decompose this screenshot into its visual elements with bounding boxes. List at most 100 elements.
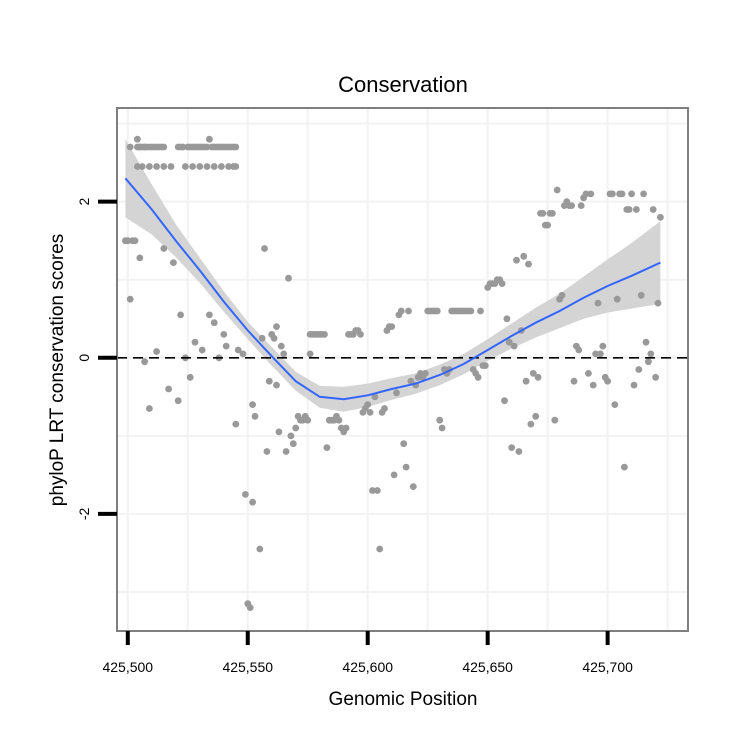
data-point	[381, 405, 388, 412]
data-point	[558, 291, 566, 299]
data-point	[421, 370, 429, 377]
y-axis-label: phyloP LRT conservation scores	[47, 234, 68, 507]
data-point	[397, 307, 405, 315]
data-point	[390, 471, 398, 479]
x-tick-label: 425,500	[102, 659, 153, 675]
data-point	[177, 311, 185, 319]
data-point	[402, 463, 410, 471]
data-point	[141, 143, 149, 151]
data-point	[515, 448, 523, 455]
data-point	[136, 143, 144, 151]
data-point	[126, 143, 134, 151]
data-points	[122, 135, 664, 611]
data-point	[553, 186, 561, 194]
data-point	[160, 245, 168, 252]
data-point	[407, 377, 415, 385]
data-point	[196, 163, 204, 170]
data-point	[265, 377, 273, 385]
data-point	[232, 420, 240, 428]
data-point	[505, 338, 513, 346]
data-point	[218, 163, 225, 170]
panel-border	[116, 107, 689, 632]
data-point	[289, 440, 297, 448]
data-point	[364, 401, 372, 408]
data-point	[182, 163, 189, 170]
data-point	[527, 420, 535, 428]
data-point	[321, 331, 328, 338]
data-point	[191, 338, 199, 346]
data-point	[179, 143, 187, 151]
data-point	[165, 385, 173, 393]
data-point	[501, 397, 508, 405]
data-point	[203, 143, 211, 151]
data-point	[256, 545, 264, 553]
data-point	[525, 260, 532, 268]
data-point	[366, 409, 374, 416]
data-point	[160, 143, 168, 151]
data-point	[206, 135, 213, 143]
data-point	[249, 401, 256, 408]
data-point	[232, 143, 240, 151]
data-point	[575, 346, 583, 354]
data-point	[388, 323, 396, 330]
data-point	[611, 401, 619, 408]
data-point	[210, 319, 218, 327]
y-tick-label: 0	[76, 354, 92, 362]
data-point	[635, 366, 643, 373]
data-point	[645, 358, 652, 366]
data-point	[249, 498, 256, 506]
data-point	[342, 424, 350, 432]
data-point	[522, 377, 530, 385]
data-point	[585, 370, 592, 377]
data-point	[131, 237, 139, 245]
x-tick-label: 425,600	[342, 659, 393, 675]
y-tick-label: -2	[76, 507, 92, 520]
data-point	[285, 274, 292, 282]
data-point	[433, 307, 441, 315]
data-point	[304, 416, 312, 424]
data-point	[153, 163, 161, 170]
data-point	[409, 483, 417, 490]
data-point	[508, 444, 516, 451]
x-tick-label: 425,700	[582, 659, 633, 675]
x-axis-label: Genomic Position	[329, 689, 478, 710]
data-point	[582, 190, 590, 198]
y-axis: -2 0 2	[76, 198, 117, 520]
data-point	[481, 362, 489, 369]
data-point	[551, 416, 559, 424]
data-point	[124, 237, 132, 245]
data-point	[153, 348, 161, 355]
data-point	[376, 545, 384, 553]
data-point	[136, 254, 144, 262]
data-point	[251, 412, 259, 420]
data-point	[206, 311, 213, 319]
data-point	[438, 424, 446, 432]
data-point	[292, 424, 300, 432]
data-point	[592, 350, 599, 358]
data-point	[373, 487, 381, 494]
data-point	[277, 342, 285, 350]
data-point	[198, 346, 206, 354]
data-point	[369, 487, 376, 494]
data-point	[654, 299, 662, 307]
data-point	[568, 202, 575, 210]
data-point	[618, 190, 626, 198]
data-point	[371, 393, 379, 401]
data-point	[189, 163, 197, 170]
data-point	[498, 280, 506, 287]
data-point	[657, 213, 664, 221]
data-point	[640, 190, 647, 198]
data-point	[647, 350, 655, 358]
x-tick-label: 425,650	[462, 659, 513, 675]
data-point	[649, 206, 657, 213]
data-point	[577, 202, 585, 210]
data-point	[261, 245, 268, 252]
panel-background	[117, 108, 688, 631]
data-point	[613, 295, 621, 303]
data-point	[474, 373, 482, 381]
data-point	[242, 491, 249, 498]
data-point	[604, 377, 611, 385]
data-point	[625, 206, 633, 213]
chart-title: Conservation	[338, 72, 468, 97]
